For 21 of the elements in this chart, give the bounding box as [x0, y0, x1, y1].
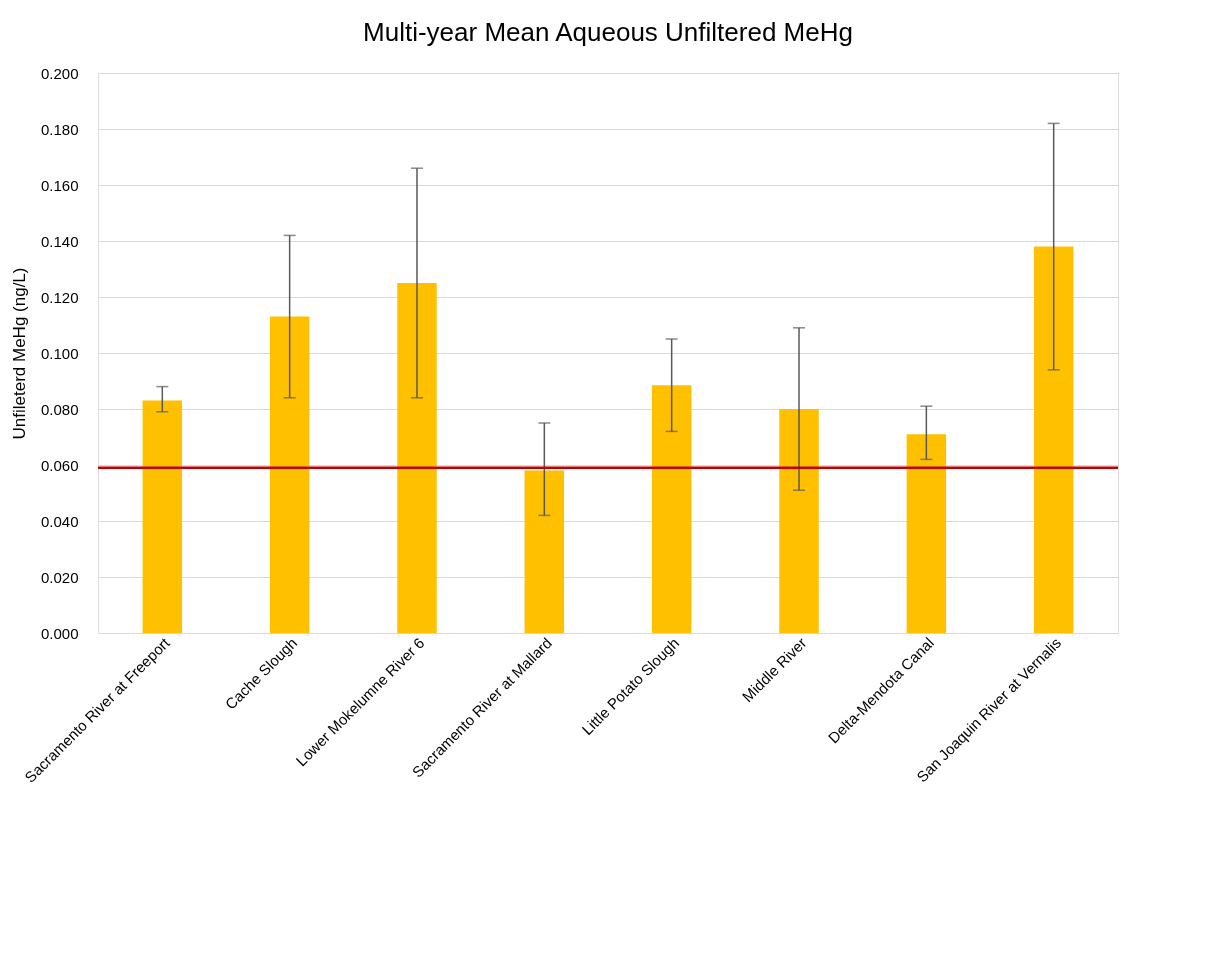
y-tick-label: 0.160 — [40, 176, 79, 194]
bar — [779, 409, 819, 633]
y-tick-label: 0.080 — [40, 400, 79, 418]
y-tick-label: 0.180 — [40, 120, 79, 138]
bar — [524, 470, 565, 633]
y-tick-label: 0.000 — [40, 624, 79, 642]
y-tick-label: 0.040 — [40, 512, 79, 530]
chart-title: Multi-year Mean Aqueous Unfiltered MeHg — [363, 17, 853, 47]
y-axis-title: Unfileterd MeHg (ng/L) — [9, 267, 29, 440]
y-tick-label: 0.100 — [40, 344, 79, 362]
bar — [651, 385, 692, 633]
y-tick-label: 0.120 — [40, 288, 79, 306]
y-tick-label: 0.140 — [40, 232, 79, 250]
bar — [397, 283, 437, 633]
bar — [1033, 246, 1074, 633]
bar — [142, 400, 183, 633]
y-tick-label: 0.200 — [40, 64, 79, 82]
bar — [906, 434, 947, 633]
bar — [269, 316, 310, 633]
y-tick-label: 0.020 — [40, 568, 79, 586]
y-tick-label: 0.060 — [40, 456, 79, 474]
